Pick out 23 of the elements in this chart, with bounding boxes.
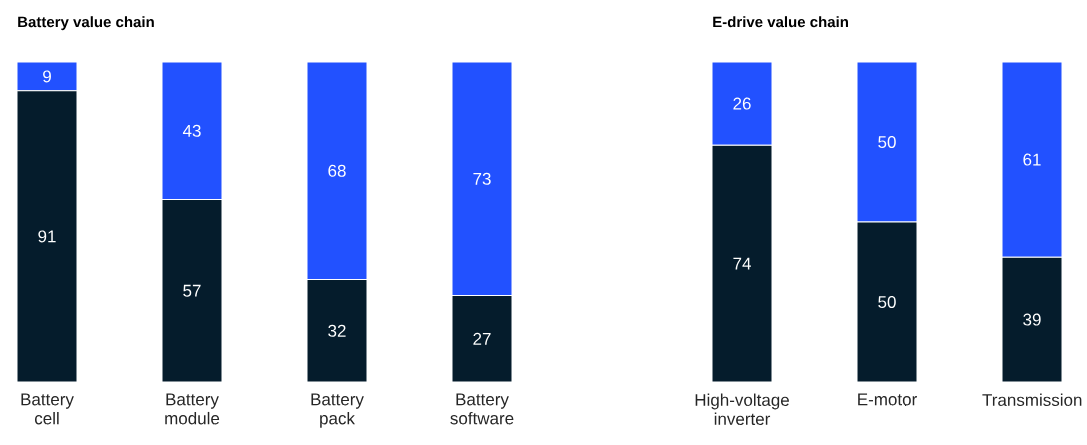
- data-label: 68: [328, 164, 346, 177]
- data-label: 9: [43, 70, 51, 83]
- x-tick-label: Battery pack: [311, 393, 364, 428]
- data-label: 73: [473, 172, 491, 185]
- x-tick-label: High-voltage inverter: [695, 393, 789, 426]
- x-tick-label: Battery module: [165, 393, 220, 425]
- data-label: 32: [328, 324, 346, 337]
- data-label: 57: [183, 284, 201, 297]
- data-label: 50: [878, 135, 896, 149]
- x-tick-label: Battery software: [450, 393, 514, 425]
- data-label: 50: [878, 295, 896, 309]
- chart-title: Battery value chain: [18, 16, 154, 31]
- data-label: 43: [182, 124, 201, 137]
- data-label: 27: [473, 332, 491, 345]
- x-tick-label: Transmission: [982, 393, 1082, 407]
- data-label: 74: [733, 257, 751, 270]
- data-label: 61: [1023, 153, 1041, 166]
- x-tick-label: Battery cell: [21, 393, 74, 425]
- x-tick-label: E-motor: [858, 393, 917, 406]
- data-label: 91: [38, 230, 56, 243]
- data-label: 39: [1023, 313, 1041, 326]
- chart-title: E-drive value chain: [713, 16, 848, 28]
- data-label: 26: [733, 97, 751, 110]
